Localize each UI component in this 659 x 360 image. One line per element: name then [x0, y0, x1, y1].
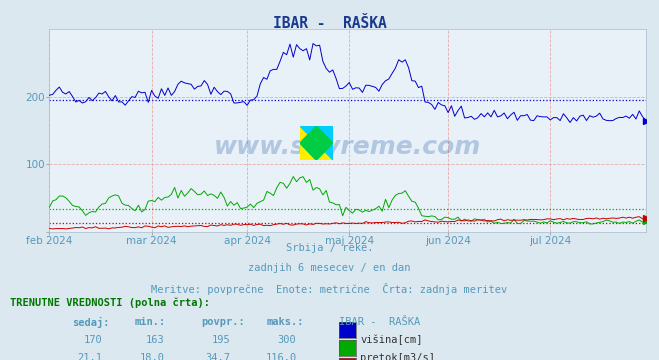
Text: www.si-vreme.com: www.si-vreme.com	[214, 135, 481, 159]
Text: IBAR -  RAŠKA: IBAR - RAŠKA	[273, 16, 386, 31]
Text: Srbija / reke.: Srbija / reke.	[286, 243, 373, 253]
Text: TRENUTNE VREDNOSTI (polna črta):: TRENUTNE VREDNOSTI (polna črta):	[10, 297, 210, 307]
Text: zadnjih 6 mesecev / en dan: zadnjih 6 mesecev / en dan	[248, 263, 411, 273]
Text: 163: 163	[146, 335, 165, 345]
Text: min.:: min.:	[135, 317, 166, 327]
Text: 34,7: 34,7	[206, 353, 231, 360]
Text: 21,1: 21,1	[77, 353, 102, 360]
Text: 170: 170	[84, 335, 102, 345]
Text: IBAR -  RAŠKA: IBAR - RAŠKA	[339, 317, 420, 327]
Text: višina[cm]: višina[cm]	[360, 335, 423, 345]
Text: 195: 195	[212, 335, 231, 345]
Text: 300: 300	[278, 335, 297, 345]
Text: sedaj:: sedaj:	[72, 317, 110, 328]
Text: 116,0: 116,0	[266, 353, 297, 360]
Polygon shape	[300, 126, 333, 160]
Text: maks.:: maks.:	[267, 317, 304, 327]
Text: povpr.:: povpr.:	[201, 317, 244, 327]
Text: 18,0: 18,0	[140, 353, 165, 360]
Polygon shape	[300, 126, 333, 160]
Text: Meritve: povprečne  Enote: metrične  Črta: zadnja meritev: Meritve: povprečne Enote: metrične Črta:…	[152, 283, 507, 294]
Text: pretok[m3/s]: pretok[m3/s]	[360, 353, 436, 360]
